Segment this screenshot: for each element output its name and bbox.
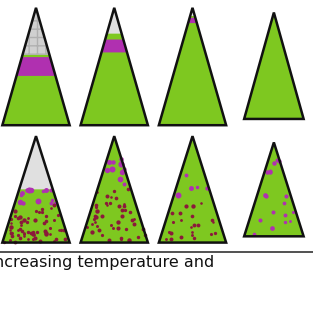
Polygon shape: [190, 8, 195, 16]
Polygon shape: [17, 57, 55, 76]
Polygon shape: [101, 39, 127, 53]
Polygon shape: [244, 142, 304, 236]
Polygon shape: [3, 136, 69, 243]
Polygon shape: [188, 18, 197, 23]
Text: ncreasing temperature and: ncreasing temperature and: [0, 255, 214, 270]
Polygon shape: [23, 8, 49, 55]
Polygon shape: [159, 8, 226, 125]
Polygon shape: [244, 13, 304, 119]
Polygon shape: [107, 8, 122, 34]
Polygon shape: [80, 136, 148, 243]
Polygon shape: [3, 8, 69, 125]
Polygon shape: [159, 136, 226, 243]
Polygon shape: [19, 136, 53, 189]
Polygon shape: [80, 8, 148, 125]
